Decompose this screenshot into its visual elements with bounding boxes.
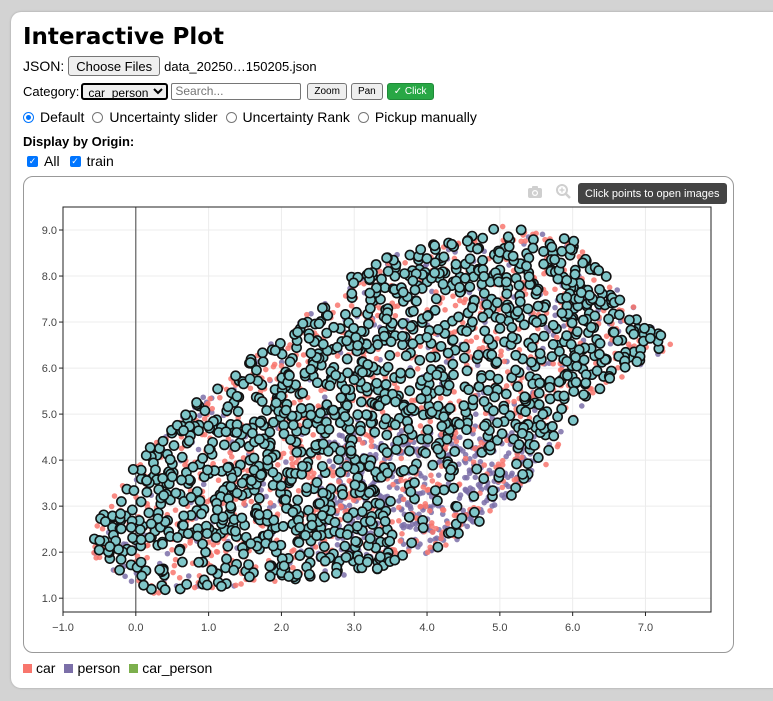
plot-container	[23, 176, 734, 653]
mode-radio-group: Default Uncertainty slider Uncertainty R…	[23, 108, 477, 126]
zoom-button[interactable]: Zoom	[307, 82, 347, 100]
radio-pickup-manually[interactable]	[357, 111, 369, 123]
mode-pickup-manually-option[interactable]: Pickup manually	[357, 109, 477, 125]
checkbox-all[interactable]: ✓	[27, 155, 38, 167]
mode-pickup-manually-label: Pickup manually	[374, 109, 477, 125]
category-label: Category:	[23, 83, 80, 99]
legend-item-car[interactable]: car	[23, 660, 55, 676]
radio-uncertainty-rank[interactable]	[225, 111, 237, 123]
radio-uncertainty-slider[interactable]	[92, 111, 104, 123]
mode-uncertainty-rank-label: Uncertainty Rank	[242, 109, 350, 125]
page-title: Interactive Plot	[23, 24, 225, 50]
legend-swatch-car	[23, 663, 32, 673]
choose-files-button[interactable]: Choose Files	[68, 56, 161, 76]
json-filename: data_20250…150205.json	[164, 58, 317, 74]
origin-all-label: All	[44, 153, 60, 169]
origin-train-option[interactable]: ✓ train	[69, 153, 114, 169]
radio-default[interactable]	[23, 111, 34, 123]
mode-default-option[interactable]: Default	[23, 109, 84, 125]
legend-label-person: person	[77, 660, 121, 676]
legend-swatch-car-person	[129, 663, 139, 673]
origin-all-option[interactable]: ✓ All	[27, 153, 60, 169]
search-input[interactable]	[171, 82, 302, 100]
legend-label-car: car	[36, 660, 56, 676]
legend-label-car-person: car_person	[142, 660, 213, 676]
legend: car person car_person	[23, 660, 221, 676]
category-select[interactable]: car_person	[81, 82, 169, 100]
json-label: JSON:	[23, 58, 65, 74]
mode-uncertainty-rank-option[interactable]: Uncertainty Rank	[225, 109, 350, 125]
category-row: Category: car_person Zoom Pan ✓ Click	[23, 81, 434, 101]
legend-item-car-person[interactable]: car_person	[129, 660, 212, 676]
mode-default-label: Default	[40, 109, 85, 125]
origin-checkbox-group: ✓ All ✓ train	[23, 153, 114, 169]
mode-uncertainty-slider-option[interactable]: Uncertainty slider	[92, 109, 218, 125]
json-row: JSON: Choose Files data_20250…150205.jso…	[23, 56, 317, 76]
mode-uncertainty-slider-label: Uncertainty slider	[109, 109, 218, 125]
origin-heading: Display by Origin:	[23, 133, 135, 149]
pan-button[interactable]: Pan	[350, 82, 383, 100]
click-hint-tooltip: Click points to open images	[578, 183, 727, 204]
legend-item-person[interactable]: person	[64, 660, 120, 676]
checkbox-train[interactable]: ✓	[69, 155, 81, 167]
legend-swatch-person	[64, 663, 74, 673]
origin-train-label: train	[86, 153, 114, 169]
click-mode-button[interactable]: ✓ Click	[386, 82, 434, 100]
